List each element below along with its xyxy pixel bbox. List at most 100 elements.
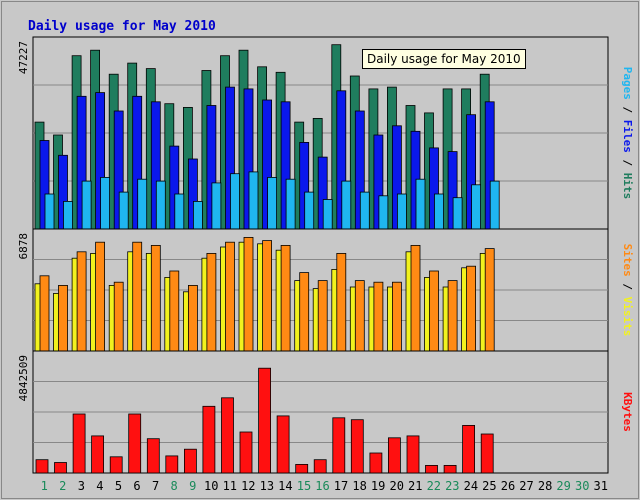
chart-title: Daily usage for May 2010	[28, 19, 216, 34]
bar-kbytes-day-17	[332, 417, 346, 474]
bar-sites-day-16	[317, 280, 328, 352]
bar-pages-day-2	[63, 200, 73, 230]
x-tick-label: 20	[389, 479, 403, 493]
bar-kbytes-day-23	[443, 464, 457, 474]
panel-legend: KBytes	[621, 392, 634, 432]
bar-kbytes-day-20	[387, 437, 401, 474]
x-tick-label: 28	[538, 479, 552, 493]
bar-kbytes-day-8	[165, 455, 179, 474]
bar-sites-day-5	[113, 281, 124, 352]
bar-kbytes-day-11	[221, 397, 234, 474]
x-tick-label: 24	[464, 479, 478, 493]
x-tick-label: 1	[41, 479, 48, 493]
bar-sites-day-24	[466, 265, 477, 352]
bar-pages-day-4	[100, 176, 110, 230]
x-tick-label: 23	[445, 479, 459, 493]
bar-kbytes-day-12	[239, 431, 253, 474]
x-tick-label: 2	[59, 479, 66, 493]
bar-sites-day-4	[95, 241, 105, 352]
bar-pages-day-11	[230, 173, 240, 230]
bar-pages-day-20	[396, 193, 407, 230]
legend-entry: /	[621, 100, 634, 120]
x-tick-label: 25	[482, 479, 496, 493]
bar-sites-day-8	[169, 270, 180, 352]
x-tick-label: 5	[115, 479, 122, 493]
bar-sites-day-13	[262, 240, 273, 352]
bar-sites-day-18	[354, 280, 365, 352]
x-tick-label: 17	[334, 479, 348, 493]
bar-kbytes-day-25	[480, 433, 494, 474]
x-tick-label: 8	[170, 479, 177, 493]
legend-entry: /	[621, 277, 634, 297]
x-tick-label: 29	[556, 479, 570, 493]
legend-entry: Visits	[621, 297, 634, 337]
panel-legend: Sites / Visits	[621, 244, 634, 337]
x-tick-label: 3	[78, 479, 85, 493]
bar-sites-day-9	[187, 284, 198, 352]
bar-pages-day-24	[471, 184, 482, 230]
bar-kbytes-day-2	[54, 462, 67, 474]
bar-kbytes-day-9	[183, 448, 197, 474]
bar-kbytes-day-7	[146, 438, 160, 474]
bar-pages-day-14	[285, 178, 296, 230]
legend-entry: Sites	[621, 244, 634, 277]
bar-kbytes-day-19	[369, 452, 383, 474]
x-tick-label: 6	[133, 479, 140, 493]
legend-entry: Pages	[621, 67, 634, 100]
bar-pages-day-16	[322, 199, 333, 230]
bar-sites-day-1	[39, 275, 50, 352]
panel-max-label: 6878	[17, 233, 30, 260]
bar-pages-day-23	[452, 197, 463, 230]
x-tick-label: 13	[260, 479, 274, 493]
x-tick-label: 30	[575, 479, 589, 493]
bar-kbytes-day-3	[72, 413, 86, 474]
bar-pages-day-15	[304, 191, 315, 230]
bar-sites-day-10	[206, 252, 217, 352]
x-tick-label: 4	[96, 479, 103, 493]
bar-kbytes-day-4	[91, 435, 104, 474]
x-tick-label: 21	[408, 479, 422, 493]
panel-legend: Pages / Files / Hits	[621, 67, 634, 200]
bar-pages-day-6	[137, 178, 148, 230]
panel-max-label: 4842509	[17, 355, 30, 401]
bar-pages-day-18	[359, 191, 370, 230]
x-tick-label: 22	[427, 479, 441, 493]
bar-sites-day-15	[299, 272, 310, 352]
x-tick-label: 18	[352, 479, 366, 493]
bar-sites-day-3	[76, 251, 87, 352]
bar-kbytes-day-5	[109, 456, 123, 474]
bar-sites-day-6	[132, 241, 143, 352]
x-tick-label: 15	[297, 479, 311, 493]
bar-sites-day-19	[373, 281, 384, 352]
x-tick-label: 12	[241, 479, 255, 493]
bar-kbytes-day-10	[202, 405, 216, 474]
bar-kbytes-day-22	[425, 464, 438, 474]
x-axis-labels: 1 2 3 4 5 6 7 8 9 10 11 12 13 14 15 16 17 18 19 20 21 22 23 24 2…	[41, 479, 608, 493]
x-tick-label: 7	[152, 479, 159, 493]
bar-pages-day-3	[81, 180, 92, 230]
bar-kbytes-day-15	[295, 463, 309, 474]
x-tick-label: 31	[593, 479, 607, 493]
bar-kbytes-day-14	[276, 415, 290, 474]
x-tick-label: 16	[315, 479, 329, 493]
bar-pages-day-19	[378, 195, 389, 230]
bar-sites-day-14	[280, 244, 291, 352]
x-tick-label: 19	[371, 479, 385, 493]
x-tick-label: 11	[223, 479, 237, 493]
bar-kbytes-day-24	[462, 424, 476, 474]
bar-pages-day-10	[211, 182, 222, 230]
bar-pages-day-8	[174, 193, 185, 230]
legend-entry: /	[621, 153, 634, 173]
bar-pages-day-12	[248, 171, 259, 230]
bar-kbytes-day-21	[406, 435, 420, 474]
bar-sites-day-17	[336, 252, 347, 352]
bar-pages-day-25	[489, 180, 500, 230]
bar-sites-day-21	[410, 244, 421, 352]
panel-max-label: 47227	[17, 41, 30, 74]
bar-kbytes-day-18	[350, 419, 364, 474]
x-tick-label: 14	[278, 479, 292, 493]
chart-panel-3: 4842509 KBytes	[17, 350, 634, 474]
bar-sites-day-2	[58, 284, 68, 352]
